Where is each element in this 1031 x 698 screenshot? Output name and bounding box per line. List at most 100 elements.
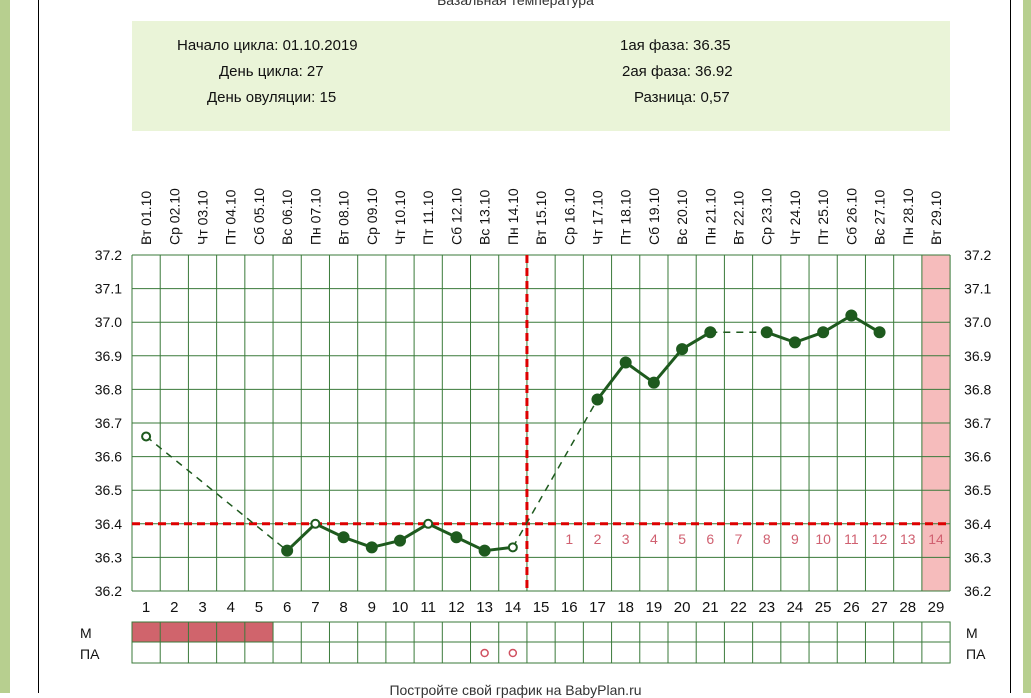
date-label: Пн 14.10: [505, 188, 521, 245]
footer-link-text: Постройте свой график на BabyPlan.ru: [389, 682, 642, 698]
menstruation-cell: [244, 622, 274, 642]
day-number-label: 20: [674, 599, 691, 616]
menstruation-cell: [132, 622, 161, 642]
day-number-label: 23: [758, 599, 775, 616]
y-tick-label-right: 36.5: [964, 482, 991, 498]
day-number-label: 16: [561, 599, 578, 616]
temperature-point: [873, 326, 886, 339]
day-number-label: 4: [227, 599, 235, 616]
day-number-label: 6: [283, 599, 291, 616]
luteal-day-label: 7: [735, 531, 743, 547]
date-label: Вс 06.10: [279, 190, 295, 245]
y-tick-label-left: 36.5: [95, 482, 122, 498]
phase2-text: 2ая фаза: 36.92: [622, 63, 733, 80]
luteal-day-label: 11: [844, 531, 859, 547]
y-tick-label-right: 36.2: [964, 583, 991, 599]
y-tick-label-right: 36.8: [964, 381, 991, 397]
day-number-label: 25: [815, 599, 832, 616]
right-border-bar: [1023, 0, 1031, 693]
temperature-point: [365, 541, 378, 554]
temperature-point: [704, 326, 717, 339]
temperature-point: [788, 336, 801, 349]
pa-marker: [480, 648, 489, 658]
day-number-label: 11: [420, 599, 436, 616]
chart-title: Базальная температура: [437, 0, 594, 8]
temperature-point: [591, 393, 604, 406]
y-tick-label-left: 36.3: [95, 549, 122, 565]
day-number-label: 3: [198, 599, 206, 616]
day-number-label: 22: [730, 599, 747, 616]
temperature-gap-segment: [145, 435, 288, 552]
luteal-day-label: 5: [678, 531, 686, 547]
date-label: Вт 01.10: [138, 191, 154, 245]
temperature-point: [478, 544, 491, 557]
date-label: Ср 23.10: [759, 188, 775, 245]
day-number-label: 5: [255, 599, 263, 616]
temperature-segment: [652, 348, 684, 384]
frame-left-line: [38, 0, 39, 693]
date-label: Вс 20.10: [674, 190, 690, 245]
temperature-segment: [596, 361, 627, 401]
row-label-pa-right: ПА: [966, 646, 986, 662]
date-label: Вт 08.10: [336, 191, 352, 245]
luteal-day-label: 14: [928, 531, 944, 547]
temperature-point: [281, 544, 294, 557]
date-label: Сб 26.10: [843, 188, 859, 245]
y-tick-label-right: 36.7: [964, 415, 991, 431]
info-panel: Начало цикла: 01.10.2019 День цикла: 27 …: [132, 21, 950, 131]
day-number-label: 28: [899, 599, 916, 616]
luteal-day-label: 4: [650, 531, 658, 547]
y-tick-label-right: 36.9: [964, 348, 991, 364]
date-label: Пн 21.10: [702, 188, 718, 245]
date-label: Вс 13.10: [477, 190, 493, 245]
difference-text: Разница: 0,57: [634, 89, 730, 106]
temperature-point: [760, 326, 773, 339]
date-label: Вт 22.10: [731, 191, 747, 245]
temperature-gap-segment: [512, 399, 599, 548]
menstruation-cell: [160, 622, 189, 642]
y-tick-label-left: 37.2: [95, 247, 122, 263]
luteal-day-label: 10: [815, 531, 831, 547]
date-label: Сб 12.10: [448, 188, 464, 245]
date-label: Чт 10.10: [392, 190, 408, 245]
y-tick-label-right: 37.2: [964, 247, 991, 263]
luteal-day-label: 13: [900, 531, 916, 547]
temperature-point: [393, 534, 406, 547]
date-label: Пн 28.10: [900, 188, 916, 245]
y-tick-label-right: 37.0: [964, 314, 991, 330]
day-number-label: 8: [339, 599, 347, 616]
temperature-point-hollow: [141, 431, 152, 442]
temperature-point-hollow: [423, 518, 434, 529]
row-label-m-right: М: [966, 625, 978, 641]
y-tick-label-right: 36.3: [964, 549, 991, 565]
day-number-label: 21: [702, 599, 719, 616]
cycle-start-text: Начало цикла: 01.10.2019: [177, 37, 358, 54]
y-tick-label-left: 36.4: [95, 516, 122, 532]
date-label: Ср 02.10: [166, 188, 182, 245]
date-label: Чт 17.10: [589, 190, 605, 245]
y-tick-label-left: 36.6: [95, 449, 122, 465]
menstruation-cell: [216, 622, 245, 642]
row-label-pa-left: ПА: [80, 646, 100, 662]
date-label: Пт 25.10: [815, 189, 831, 245]
date-label: Ср 09.10: [364, 188, 380, 245]
date-label: Вс 27.10: [872, 190, 888, 245]
day-number-label: 27: [871, 599, 888, 616]
y-tick-label-left: 36.8: [95, 381, 122, 397]
temperature-point: [450, 531, 463, 544]
day-number-label: 19: [646, 599, 663, 616]
frame-right-line: [1010, 0, 1011, 693]
date-label: Пт 11.10: [420, 190, 436, 245]
y-tick-label-left: 37.0: [95, 314, 122, 330]
date-label: Пт 18.10: [618, 189, 634, 245]
day-number-label: 1: [142, 599, 150, 616]
date-label: Пт 04.10: [223, 189, 239, 245]
date-label: Сб 05.10: [251, 188, 267, 245]
ovulation-day-text: День овуляции: 15: [207, 89, 337, 106]
y-tick-label-left: 36.2: [95, 583, 122, 599]
temperature-point: [337, 531, 350, 544]
luteal-day-label: 12: [872, 531, 888, 547]
luteal-day-label: 1: [565, 531, 573, 547]
day-number-label: 24: [787, 599, 804, 616]
